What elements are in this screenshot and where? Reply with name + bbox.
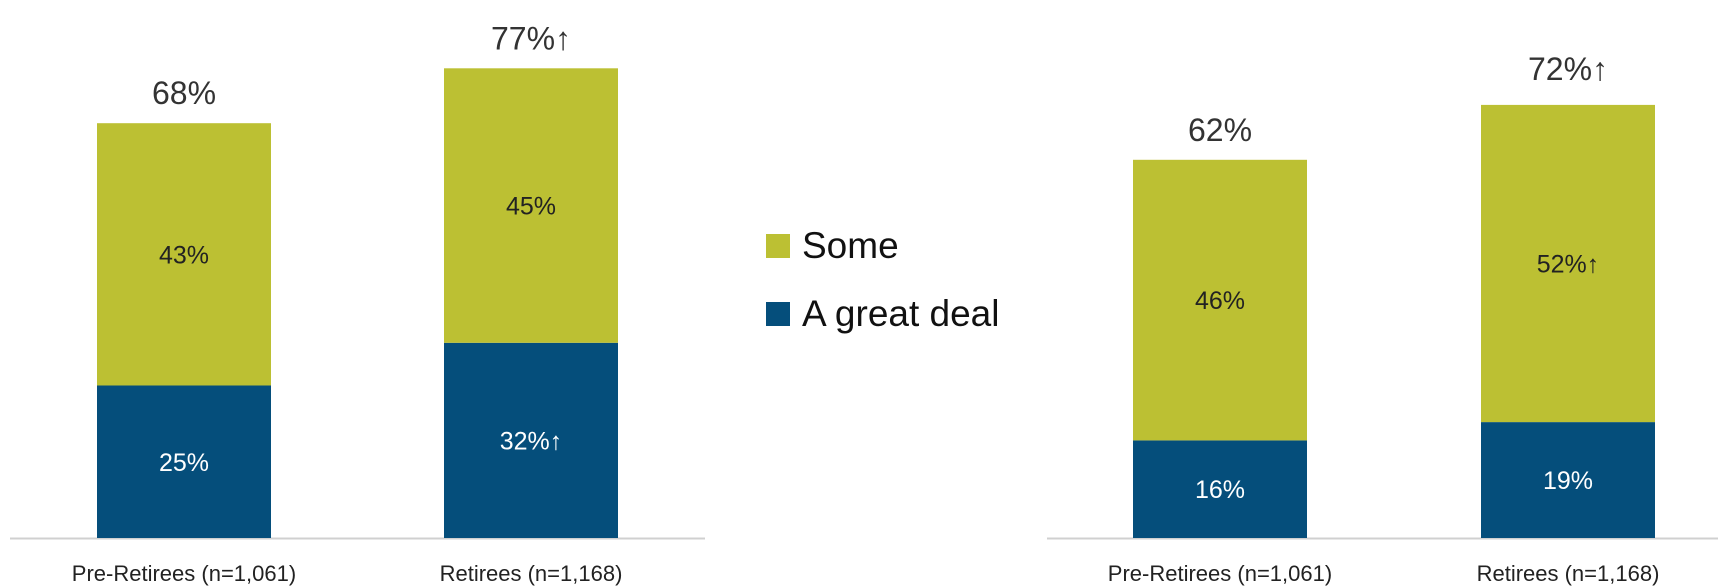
- total-label-right-0: 62%: [1188, 112, 1252, 148]
- bar-a-great-deal-right-1: [1481, 422, 1655, 538]
- total-label-left-0: 68%: [152, 75, 216, 111]
- bar-some-left-0: [97, 123, 271, 386]
- bar-label-a-great-deal-right-1: 19%: [1543, 467, 1593, 495]
- legend-swatch-a-great-deal: [766, 302, 790, 326]
- bar-a-great-deal-left-1: [444, 342, 618, 538]
- bar-some-right-0: [1133, 159, 1307, 441]
- bar-label-a-great-deal-left-1: 32%↑: [500, 427, 563, 455]
- legend-label-a-great-deal: A great deal: [802, 293, 1000, 334]
- total-label-left-1: 77%↑: [491, 20, 571, 56]
- legend-swatch-some: [766, 234, 790, 258]
- bar-label-some-right-1: 52%↑: [1537, 251, 1600, 279]
- bar-label-some-left-1: 45%: [506, 193, 556, 221]
- category-label-right-1: Retirees (n=1,168): [1477, 561, 1660, 586]
- chart-right: 16% 46% 62% Pre-Retirees (n=1,061) 19% 52%↑ 72…: [1047, 51, 1718, 586]
- bar-a-great-deal-left-0: [97, 385, 271, 538]
- category-label-left-0: Pre-Retirees (n=1,061): [72, 561, 296, 586]
- total-label-right-1: 72%↑: [1528, 51, 1608, 87]
- bar-some-left-1: [444, 68, 618, 343]
- legend-item-a-great-deal: A great deal: [766, 280, 999, 348]
- legend: Some A great deal: [766, 212, 999, 348]
- category-label-left-1: Retirees (n=1,168): [440, 561, 623, 586]
- bar-label-some-left-0: 43%: [159, 241, 209, 269]
- bar-label-a-great-deal-left-0: 25%: [159, 449, 209, 477]
- legend-item-some: Some: [766, 212, 999, 280]
- bar-label-a-great-deal-right-0: 16%: [1195, 476, 1245, 504]
- legend-label-some: Some: [802, 225, 899, 266]
- bar-some-right-1: [1481, 104, 1655, 423]
- chart-left: 25% 43% 68% Pre-Retirees (n=1,061) 32%↑ 45% 77…: [10, 20, 705, 586]
- category-label-right-0: Pre-Retirees (n=1,061): [1108, 561, 1332, 586]
- bar-a-great-deal-right-0: [1133, 440, 1307, 538]
- bar-label-some-right-0: 46%: [1195, 287, 1245, 315]
